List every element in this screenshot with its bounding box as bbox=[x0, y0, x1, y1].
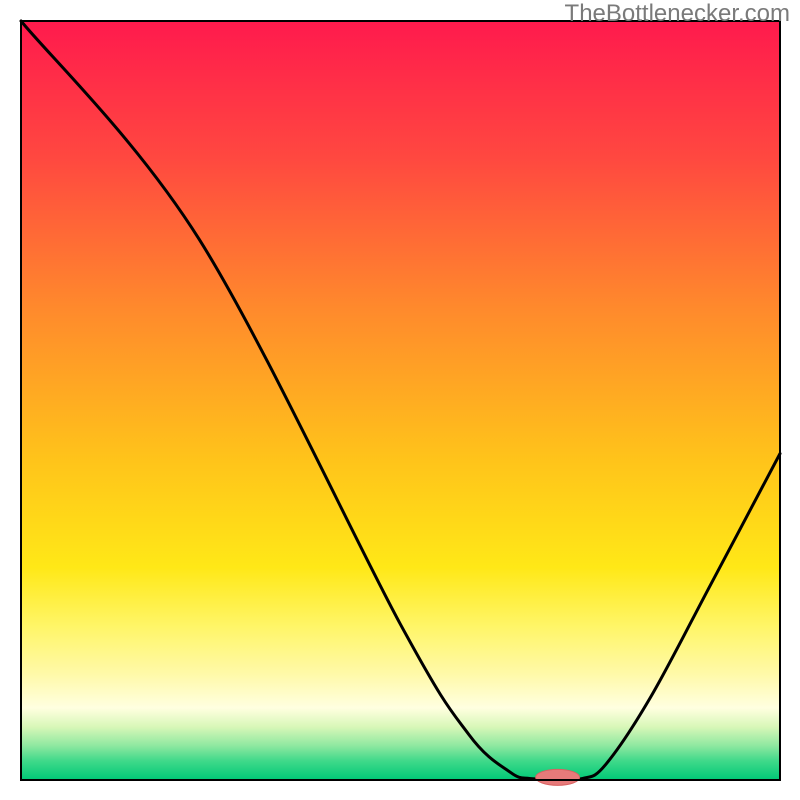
watermark-text: TheBottlenecker.com bbox=[565, 0, 790, 28]
optimal-marker bbox=[536, 769, 580, 785]
bottleneck-chart bbox=[0, 0, 800, 800]
